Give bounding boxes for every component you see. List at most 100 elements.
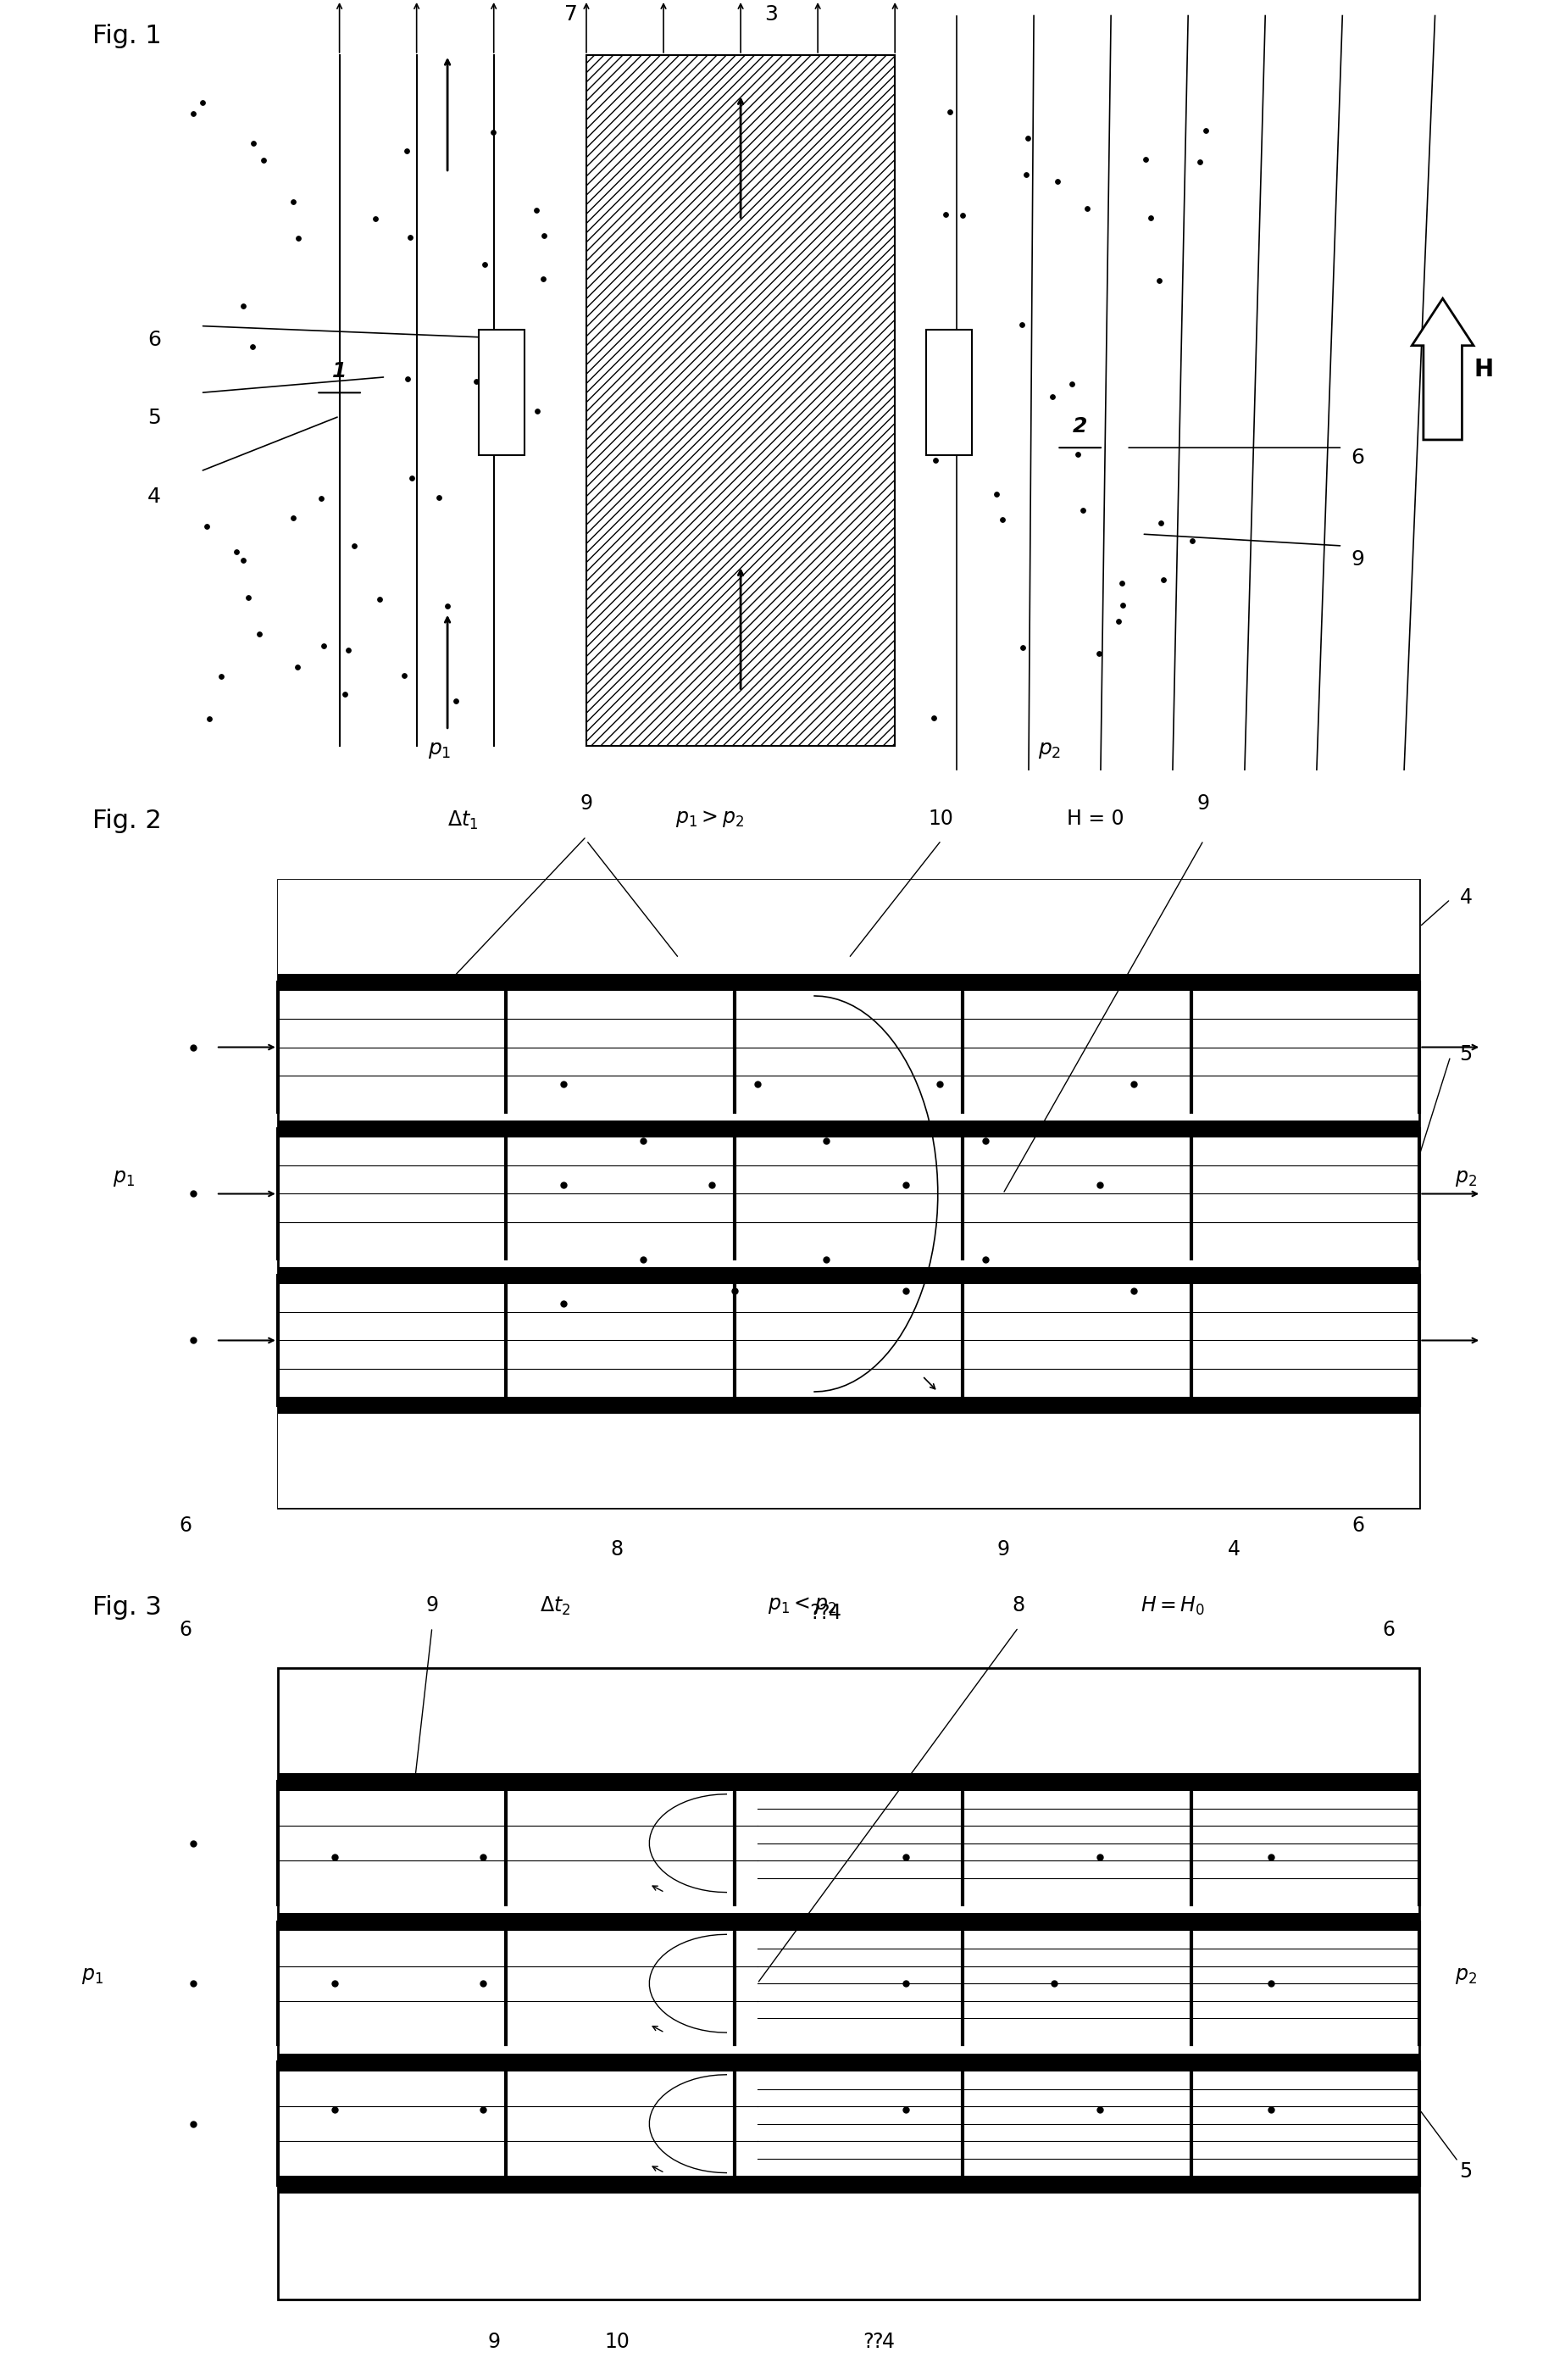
Bar: [278, 973, 1420, 990]
Point: [525, 393, 549, 431]
Point: [312, 626, 336, 664]
Point: [1046, 162, 1071, 200]
Point: [285, 219, 310, 257]
Text: 5: 5: [1460, 2161, 1472, 2182]
Text: 6: 6: [148, 328, 160, 350]
Point: [1194, 112, 1219, 150]
Point: [1146, 262, 1171, 300]
Text: 4: 4: [1460, 888, 1472, 907]
Text: H = 0: H = 0: [1066, 809, 1125, 828]
Bar: [586, 55, 895, 747]
Point: [341, 526, 366, 564]
Point: [285, 647, 310, 685]
Point: [991, 500, 1015, 538]
Point: [1015, 119, 1040, 157]
Text: 6: 6: [1352, 447, 1364, 466]
Point: [1106, 602, 1131, 640]
Bar: [278, 1773, 1420, 1790]
Bar: [278, 881, 1420, 1509]
Text: 9: 9: [580, 793, 593, 814]
Point: [1148, 505, 1173, 543]
Point: [1066, 436, 1091, 474]
Text: Fig. 2: Fig. 2: [93, 809, 162, 833]
Point: [367, 581, 392, 619]
Text: $p_1 < p_2$: $p_1 < p_2$: [768, 1595, 836, 1616]
Point: [1009, 305, 1034, 343]
Text: $⁇4$: $⁇4$: [810, 1604, 841, 1623]
Text: $\Delta t_2$: $\Delta t_2$: [540, 1595, 571, 1618]
Text: $p_2$: $p_2$: [1455, 1966, 1477, 1985]
Text: H: H: [1474, 357, 1494, 381]
Text: 8: 8: [611, 1540, 623, 1559]
Point: [937, 93, 961, 131]
Point: [1086, 635, 1111, 674]
Point: [1187, 143, 1211, 181]
Text: $p_2$: $p_2$: [1037, 740, 1062, 759]
Point: [333, 676, 358, 714]
Text: $⁇4$: $⁇4$: [864, 2332, 895, 2351]
Bar: [586, 55, 895, 747]
Point: [444, 683, 469, 721]
Bar: [278, 1668, 1420, 2299]
Point: [230, 288, 255, 326]
Point: [336, 631, 361, 669]
Text: $p_1$: $p_1$: [427, 740, 452, 759]
Text: 9: 9: [1197, 793, 1210, 814]
Text: 4: 4: [148, 486, 160, 507]
Point: [247, 614, 272, 652]
Point: [1071, 490, 1096, 528]
Bar: [278, 2054, 1420, 2071]
Text: 10: 10: [605, 2332, 630, 2351]
Point: [398, 219, 423, 257]
Point: [236, 578, 261, 616]
Text: Fig. 3: Fig. 3: [93, 1595, 162, 1621]
Bar: [278, 2175, 1420, 2194]
Point: [947, 383, 972, 421]
Text: 4: 4: [1228, 1540, 1241, 1559]
Point: [252, 140, 276, 178]
Text: $\Delta t_1$: $\Delta t_1$: [447, 809, 478, 831]
Point: [531, 259, 555, 298]
Bar: [278, 1414, 1420, 1509]
Point: [230, 540, 255, 578]
Text: Fig. 1: Fig. 1: [93, 24, 162, 48]
Point: [281, 183, 306, 221]
Text: 3: 3: [765, 5, 778, 24]
Bar: [278, 1121, 1420, 1138]
Point: [435, 588, 460, 626]
Point: [281, 500, 306, 538]
Point: [395, 359, 420, 397]
Bar: [478, 331, 525, 455]
Point: [190, 83, 214, 121]
Point: [395, 133, 420, 171]
Text: $p_2$: $p_2$: [1455, 1169, 1477, 1188]
Point: [1111, 585, 1136, 624]
Text: $p_1$: $p_1$: [113, 1169, 134, 1188]
Point: [1075, 190, 1100, 228]
Point: [392, 657, 417, 695]
Point: [1014, 157, 1038, 195]
Point: [923, 440, 947, 478]
Bar: [278, 1266, 1420, 1285]
Text: $H = H_0$: $H = H_0$: [1140, 1595, 1205, 1618]
Point: [494, 376, 518, 414]
Point: [950, 195, 975, 233]
Bar: [278, 1397, 1420, 1414]
Point: [481, 114, 506, 152]
Point: [208, 657, 233, 695]
Text: 6: 6: [179, 1516, 191, 1535]
FancyArrow shape: [1412, 298, 1474, 440]
Point: [181, 95, 205, 133]
Point: [1040, 378, 1065, 416]
Text: 5: 5: [1460, 1045, 1472, 1064]
Point: [1180, 521, 1205, 559]
Point: [525, 190, 549, 228]
Point: [241, 124, 265, 162]
Text: 6: 6: [179, 1618, 191, 1640]
Text: 9: 9: [997, 1540, 1009, 1559]
Text: 8: 8: [1012, 1595, 1025, 1616]
Point: [224, 533, 248, 571]
Point: [532, 217, 557, 255]
Point: [400, 459, 424, 497]
Point: [463, 362, 488, 400]
